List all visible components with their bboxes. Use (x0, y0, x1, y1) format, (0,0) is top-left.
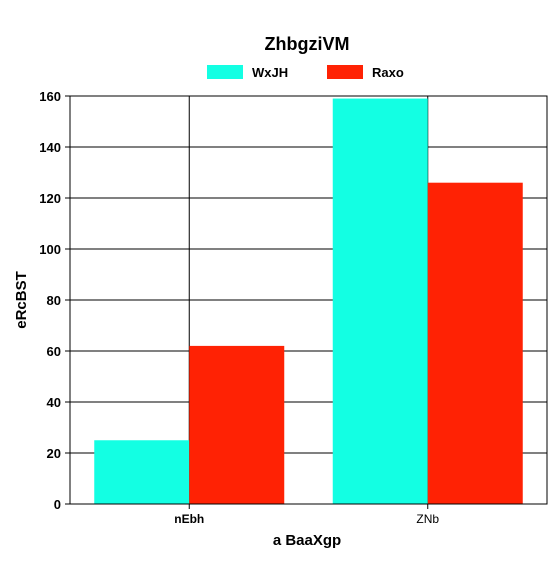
legend: WxJH Raxo (207, 65, 404, 80)
bar-raxo-nebh (189, 345, 285, 504)
legend-swatch-raxo (327, 65, 363, 79)
y-tick-label-2: 40 (47, 395, 61, 410)
legend-label-raxo: Raxo (372, 65, 404, 80)
legend-swatch-wxjh (207, 65, 243, 79)
y-tick-label-0: 0 (54, 497, 61, 512)
y-ticks: 0 20 40 60 80 100 120 140 160 (39, 89, 70, 512)
y-tick-label-3: 60 (47, 344, 61, 359)
y-tick-label-4: 80 (47, 293, 61, 308)
legend-label-wxjh: WxJH (252, 65, 288, 80)
bars (94, 98, 523, 505)
x-ticks: nEbh ZNb (174, 504, 439, 526)
x-tick-label-0: nEbh (174, 512, 204, 526)
x-axis-label: a BaaXgp (273, 532, 341, 549)
bar-wxjh-znb (332, 98, 428, 505)
y-tick-label-5: 100 (39, 242, 61, 257)
bar-wxjh-nebh (94, 440, 190, 504)
x-tick-label-1: ZNb (416, 512, 439, 526)
y-tick-label-6: 120 (39, 191, 61, 206)
chart-title: ZhbgziVM (265, 34, 350, 54)
bar-raxo-znb (427, 182, 523, 504)
y-axis-label: eRcBST (13, 271, 30, 329)
y-tick-label-1: 20 (47, 446, 61, 461)
y-tick-label-7: 140 (39, 140, 61, 155)
y-tick-label-8: 160 (39, 89, 61, 104)
